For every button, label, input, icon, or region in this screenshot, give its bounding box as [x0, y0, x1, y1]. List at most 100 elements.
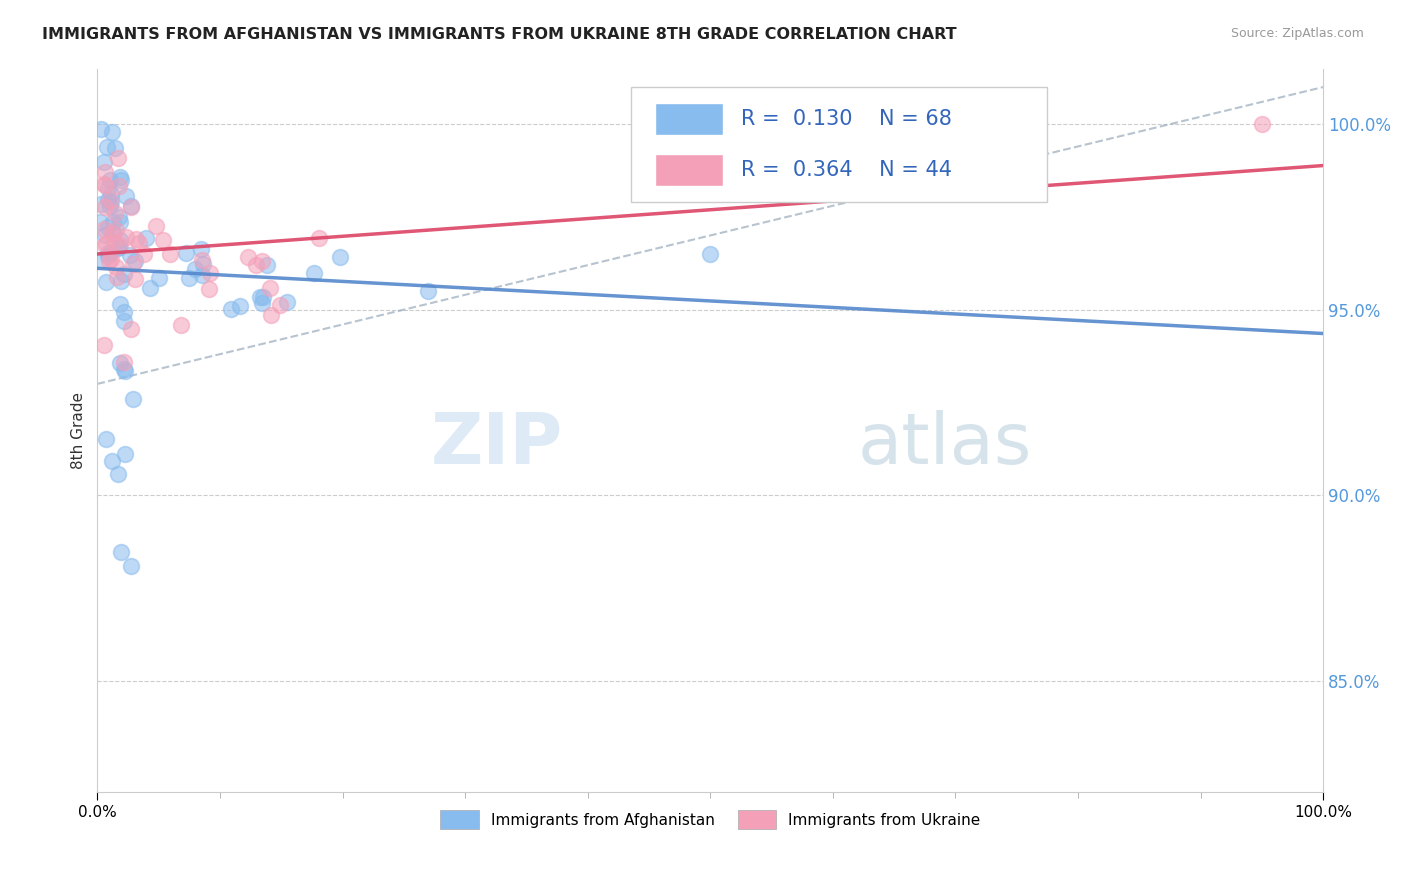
FancyBboxPatch shape: [630, 87, 1047, 202]
Point: [112, 355, 135, 369]
Point: [124, 272, 146, 286]
Text: ZIP: ZIP: [430, 410, 564, 479]
Point: [97, 246, 120, 260]
Point: [120, 322, 142, 336]
Point: [245, 258, 267, 272]
Point: [177, 271, 200, 285]
Point: [105, 223, 128, 237]
Point: [174, 246, 197, 260]
Point: [93, 177, 115, 191]
Point: [302, 266, 325, 280]
Point: [94, 238, 117, 252]
Point: [101, 226, 124, 240]
Point: [107, 210, 129, 224]
Legend: Immigrants from Afghanistan, Immigrants from Ukraine: Immigrants from Afghanistan, Immigrants …: [434, 804, 986, 835]
Point: [120, 558, 142, 573]
Point: [115, 230, 138, 244]
Point: [97, 248, 120, 262]
Point: [115, 189, 138, 203]
Point: [93, 155, 115, 169]
Point: [93, 222, 115, 236]
Point: [122, 257, 145, 271]
Point: [94, 165, 117, 179]
Point: [132, 247, 155, 261]
Point: [101, 226, 124, 240]
Point: [269, 298, 291, 312]
Point: [190, 268, 212, 283]
Point: [97, 194, 120, 208]
Point: [107, 240, 129, 254]
Point: [191, 256, 214, 270]
Point: [96, 139, 118, 153]
Point: [219, 302, 242, 317]
Point: [97, 180, 120, 194]
Point: [236, 250, 259, 264]
Point: [308, 231, 330, 245]
Point: [98, 253, 121, 268]
Point: [98, 173, 121, 187]
Point: [105, 270, 128, 285]
Text: R =  0.130    N = 68: R = 0.130 N = 68: [741, 109, 952, 129]
Point: [101, 214, 124, 228]
Point: [252, 290, 274, 304]
Point: [108, 297, 131, 311]
Point: [118, 248, 141, 262]
Point: [114, 364, 136, 378]
Point: [120, 199, 142, 213]
Point: [93, 338, 115, 352]
Point: [197, 282, 219, 296]
Point: [107, 241, 129, 255]
Point: [100, 245, 122, 260]
Point: [260, 308, 283, 322]
Point: [96, 275, 118, 289]
Point: [148, 270, 170, 285]
Point: [112, 267, 135, 281]
Point: [138, 281, 160, 295]
Point: [135, 231, 157, 245]
Point: [120, 200, 142, 214]
Point: [90, 197, 112, 211]
Point: [110, 215, 132, 229]
Point: [190, 242, 212, 256]
Point: [94, 200, 117, 214]
Point: [104, 141, 127, 155]
Point: [98, 199, 121, 213]
Point: [1250, 117, 1272, 131]
Point: [89, 215, 111, 229]
Point: [104, 206, 127, 220]
Point: [94, 236, 117, 251]
Text: Source: ZipAtlas.com: Source: ZipAtlas.com: [1230, 27, 1364, 40]
Point: [108, 234, 131, 248]
Point: [107, 151, 129, 165]
Point: [96, 432, 118, 446]
Bar: [655, 103, 723, 135]
Point: [101, 125, 124, 139]
Point: [112, 313, 135, 327]
Point: [170, 318, 193, 332]
Point: [110, 169, 132, 184]
Point: [103, 235, 125, 249]
Point: [93, 178, 115, 192]
Point: [100, 187, 122, 202]
Text: R =  0.364    N = 44: R = 0.364 N = 44: [741, 160, 952, 180]
Point: [152, 233, 174, 247]
Point: [418, 284, 440, 298]
Point: [107, 467, 129, 481]
Point: [159, 247, 181, 261]
Point: [105, 260, 128, 274]
Point: [259, 281, 281, 295]
Point: [198, 266, 221, 280]
Point: [184, 262, 207, 277]
Point: [121, 392, 143, 406]
Point: [100, 195, 122, 210]
Point: [250, 295, 273, 310]
Point: [90, 122, 112, 136]
Point: [256, 258, 278, 272]
Point: [97, 219, 120, 234]
Point: [276, 295, 298, 310]
Point: [124, 254, 146, 268]
Point: [100, 252, 122, 267]
Point: [98, 193, 121, 207]
Bar: [655, 154, 723, 186]
Point: [128, 236, 150, 251]
